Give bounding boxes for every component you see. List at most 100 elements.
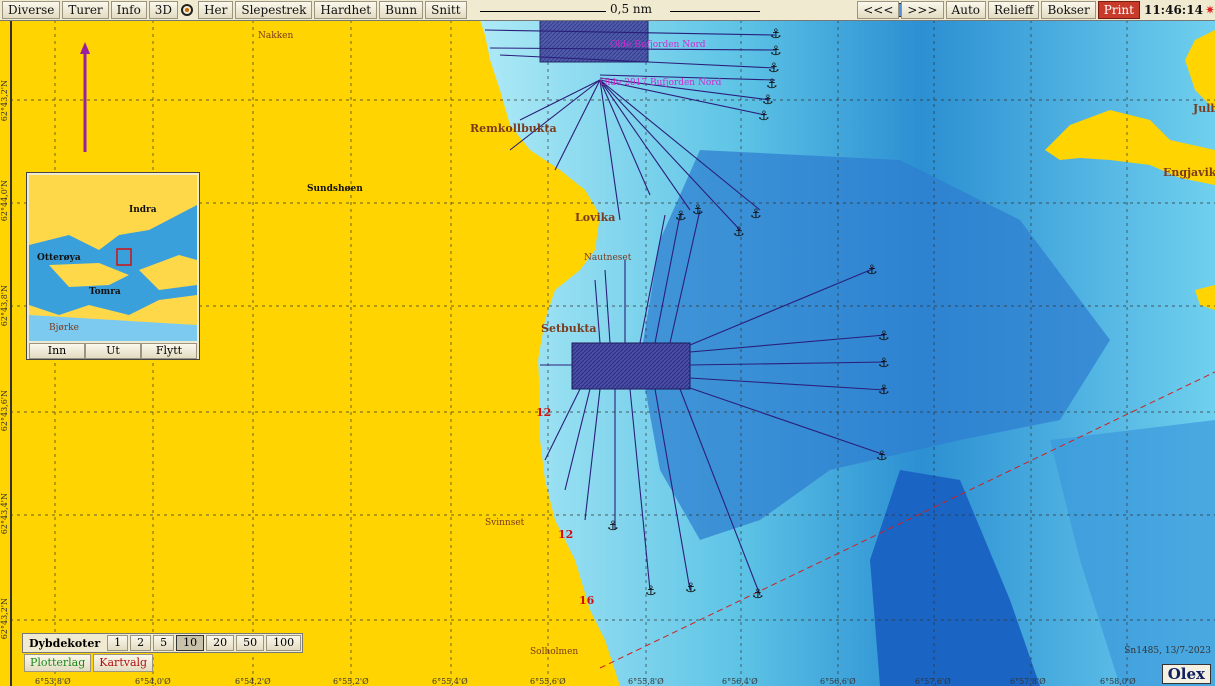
top-toolbar: Diverse Turer Info 3D Her Slepestrek Har… [0,0,1215,21]
menu-hardhet[interactable]: Hardhet [314,1,378,19]
chart-info: Sn1485, 13/7-2023 [1124,646,1211,656]
lon-label: 6°55,8'Ø [628,677,664,686]
anchor-icon: ⚓ [750,207,762,222]
place-julba: Julba [1193,102,1215,115]
anchor-icon: ⚓ [878,329,890,344]
inset-otteroya: Otterøya [37,253,81,263]
lon-label: 6°57,6'Ø [915,677,951,686]
depth-contour-selector: Dybdekoter 1 2 5 10 20 50 100 [22,633,304,653]
lon-label: 6°54,2'Ø [235,677,271,686]
relieff-button[interactable]: Relieff [988,1,1040,19]
lon-label: 6°56,6'Ø [820,677,856,686]
lon-label: 6°55,6'Ø [530,677,566,686]
menu-bunn[interactable]: Bunn [379,1,424,19]
clock: 11:46:14 [1143,3,1203,17]
contour-option-50[interactable]: 50 [236,635,265,651]
zone-setbukta [571,342,691,390]
move-button[interactable]: Flytt [141,343,197,359]
sun-icon[interactable]: ✷ [1204,3,1215,17]
mark-north-1[interactable]: Olde Bufjorden Nord [610,40,706,50]
anchor-icon: ⚓ [675,209,687,224]
anchor-icon: ⚓ [876,449,888,464]
place-nautneset: Nautneset [584,253,632,263]
kartvalg-button[interactable]: Kartvalg [93,654,154,672]
contour-option-1[interactable]: 1 [107,635,129,651]
anchor-icon: ⚓ [758,109,770,124]
lat-label: 62°44,0'N [0,180,9,222]
scale-label: 0,5 nm [608,2,655,16]
deep-area-2 [870,470,1040,686]
inset-indra: Indra [129,205,157,215]
mark-north-2[interactable]: Olde 2017 Bufjorden Nord [600,78,722,88]
depth-sounding: 12 [558,528,574,541]
inset-buttons: Inn Ut Flytt [29,343,197,359]
lon-label: 6°57,8'Ø [1010,677,1046,686]
zoom-out-button[interactable]: Ut [85,343,141,359]
land-east [1185,30,1215,110]
place-engjavika: Engjavika [1163,166,1215,179]
target-icon[interactable] [181,4,194,16]
scale-bar: 0,5 nm [480,2,760,16]
overview-map[interactable]: Otterøya Tomra Indra Bjørke [29,175,197,341]
prev-button[interactable]: <<< [857,1,900,19]
lon-label: 6°54,0'Ø [135,677,171,686]
contour-option-10[interactable]: 10 [176,635,205,651]
depth-sounding: 12 [536,406,552,419]
layer-buttons: Plotterlag Kartvalg [22,654,154,672]
anchor-icon: ⚓ [768,61,780,76]
lat-label: 62°43,8'N [0,285,9,327]
next-button[interactable]: >>> [901,1,944,19]
plotterlag-button[interactable]: Plotterlag [24,654,92,672]
anchor-icon: ⚓ [685,581,697,596]
lat-label: 62°43,6'N [0,390,9,432]
lon-label: 6°55,4'Ø [432,677,468,686]
print-button[interactable]: Print [1097,1,1140,19]
menu-info[interactable]: Info [110,1,147,19]
olex-logo: Olex [1161,664,1211,684]
contour-option-5[interactable]: 5 [153,635,175,651]
menu-3d[interactable]: 3D [148,1,179,19]
place-remkollbukta: Remkollbukta [470,122,557,135]
deep-area-3 [1050,420,1215,686]
lat-label: 62°43,4'N [0,493,9,535]
contour-option-20[interactable]: 20 [206,635,235,651]
place-lovika: Lovika [575,211,616,224]
anchor-icon: ⚓ [607,519,619,534]
menu-diverse[interactable]: Diverse [2,1,61,19]
inset-bjorke: Bjørke [49,323,79,333]
right-toolbar: <<< >>> Auto Relieff Bokser Print 11:46:… [855,1,1215,19]
depth-sounding: 16 [579,594,595,607]
anchor-icon: ⚓ [878,383,890,398]
auto-button[interactable]: Auto [945,1,986,19]
overview-inset: Otterøya Tomra Indra Bjørke Inn Ut Flytt [26,172,200,360]
lon-label: 6°55,2'Ø [333,677,369,686]
place-solholmen: Solholmen [530,647,579,657]
bokser-button[interactable]: Bokser [1041,1,1096,19]
lon-label: 6°58,0'Ø [1100,677,1136,686]
lat-label: 62°43,2'N [0,80,9,122]
menu-slepestrek[interactable]: Slepestrek [235,1,313,19]
place-sundshoen: Sundshøen [307,184,363,194]
anchor-icon: ⚓ [733,225,745,240]
land-engjavika [1045,110,1215,185]
anchor-icon: ⚓ [770,44,782,59]
anchor-icon: ⚓ [770,27,782,42]
anchor-icon: ⚓ [766,77,778,92]
menu-her[interactable]: Her [198,1,234,19]
place-setbukta: Setbukta [541,322,597,335]
anchor-icon: ⚓ [878,356,890,371]
north-arrow-icon [80,42,90,152]
contour-option-100[interactable]: 100 [266,635,302,651]
anchor-icon: ⚓ [752,587,764,602]
dybdekoter-label: Dybdekoter [29,636,101,650]
menu-snitt[interactable]: Snitt [425,1,467,19]
lon-label: 6°56,4'Ø [722,677,758,686]
anchor-icon: ⚓ [762,93,774,108]
anchor-icon: ⚓ [645,584,657,599]
menu-turer[interactable]: Turer [62,1,109,19]
contour-option-2[interactable]: 2 [130,635,152,651]
deep-area-1 [640,150,1110,540]
zoom-in-button[interactable]: Inn [29,343,85,359]
anchor-icon: ⚓ [866,263,878,278]
